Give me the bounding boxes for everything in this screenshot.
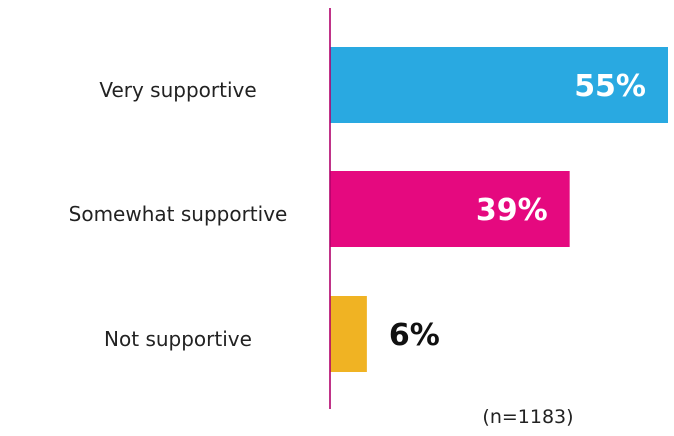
- value-label-somewhat-supportive: 39%: [476, 193, 548, 228]
- bars-layer: [330, 47, 668, 372]
- value-label-not-supportive: 6%: [389, 318, 440, 353]
- labels-layer: Very supportive 55% Somewhat supportive 39%…: [69, 69, 646, 353]
- category-label-very-supportive: Very supportive: [99, 78, 256, 102]
- category-label-not-supportive: Not supportive: [104, 327, 252, 351]
- category-label-somewhat-supportive: Somewhat supportive: [69, 202, 288, 226]
- bar-very-supportive: [330, 47, 668, 123]
- sample-size-note: (n=1183): [482, 406, 573, 428]
- bar-not-supportive: [330, 296, 367, 372]
- bar-somewhat-supportive: [330, 171, 570, 247]
- value-label-very-supportive: 55%: [574, 69, 646, 104]
